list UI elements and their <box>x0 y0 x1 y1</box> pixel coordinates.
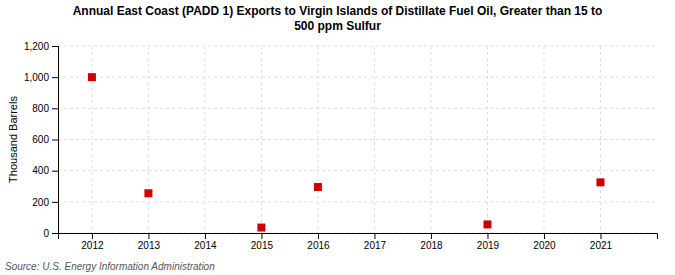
chart: 2012 2013 2014 2015 2016 2017 2018 2019 2020 2021… <box>0 0 675 275</box>
y-tick: 400 <box>32 165 58 176</box>
grid-line-y <box>58 108 657 109</box>
y-tick-mark <box>52 171 58 172</box>
x-tick-mark <box>431 233 432 239</box>
grid-line-y <box>58 201 657 202</box>
y-tick-mark <box>52 140 58 141</box>
x-tick-label: 2020 <box>533 240 556 251</box>
grid-line-x <box>317 46 318 233</box>
grid-line-x <box>204 46 205 233</box>
y-tick-mark <box>52 46 58 47</box>
point <box>314 183 322 191</box>
y-tick-mark <box>52 108 58 109</box>
grid-line-x <box>261 46 262 233</box>
x-tick: 2016 <box>307 233 330 251</box>
x-tick-label: 2016 <box>307 240 330 251</box>
y-tick-label: 1,200 <box>24 41 49 52</box>
x-axis-line <box>59 234 658 240</box>
y-tick: 600 <box>32 134 58 145</box>
y-tick: 0 <box>43 228 58 239</box>
y-tick-label: 400 <box>32 165 49 176</box>
x-tick: 2012 <box>81 233 104 251</box>
x-tick-label: 2014 <box>194 240 217 251</box>
x-tick-label: 2015 <box>251 240 274 251</box>
title: Annual East Coast (PADD 1) Exports to Vi… <box>73 4 603 33</box>
x-tick-mark <box>600 233 601 239</box>
x-tick: 2013 <box>138 233 161 251</box>
y-tick-label: 200 <box>32 197 49 208</box>
grid-line-x <box>430 46 431 233</box>
x-tick-mark <box>261 233 262 239</box>
x-tick: 2018 <box>420 233 443 251</box>
y-tick: 1,200 <box>24 41 58 52</box>
x-tick-label: 2017 <box>364 240 387 251</box>
grid-line-x <box>543 46 544 233</box>
y-tick: 1,000 <box>24 72 58 83</box>
point <box>88 73 96 81</box>
grid-line-x <box>487 46 488 233</box>
grid-line-x <box>148 46 149 233</box>
y-axis: 0 200 400 600 800 1,000 1,200 <box>24 41 59 239</box>
grid-line-y <box>58 170 657 171</box>
x-tick-label: 2021 <box>590 240 613 251</box>
x-tick: 2015 <box>251 233 274 251</box>
x-tick: 2014 <box>194 233 217 251</box>
y-tick-mark <box>52 233 58 234</box>
y-tick-label: 1,000 <box>24 72 49 83</box>
x-tick-mark <box>374 233 375 239</box>
y-tick: 800 <box>32 103 58 114</box>
grid-line-x <box>600 46 601 233</box>
y-tick-label: 0 <box>43 228 49 239</box>
x-axis: 2012 2013 2014 2015 2016 2017 2018 2019 2020 2021 <box>59 233 658 251</box>
x-tick-mark <box>318 233 319 239</box>
grid-line-x <box>374 46 375 233</box>
x-tick-label: 2012 <box>81 240 104 251</box>
y-tick-label: 800 <box>32 103 49 114</box>
x-tick: 2021 <box>590 233 613 251</box>
x-tick: 2019 <box>477 233 500 251</box>
y-axis-title: Thousand Barrels <box>7 96 19 183</box>
x-tick-label: 2019 <box>477 240 500 251</box>
point <box>144 189 152 197</box>
x-tick-mark <box>487 233 488 239</box>
point <box>483 220 491 228</box>
y-tick-mark <box>52 77 58 78</box>
grid <box>58 46 657 233</box>
source: Source: U.S. Energy Information Administ… <box>5 261 215 272</box>
x-tick-mark <box>92 233 93 239</box>
x-tick: 2017 <box>364 233 387 251</box>
y-tick-label: 600 <box>32 134 49 145</box>
y-axis-line <box>52 47 59 234</box>
y-tick: 200 <box>32 197 58 208</box>
grid-line-y <box>58 46 657 47</box>
x-tick-mark <box>205 233 206 239</box>
point <box>257 224 265 232</box>
points <box>88 73 605 231</box>
y-tick-mark <box>52 202 58 203</box>
plot: 2012 2013 2014 2015 2016 2017 2018 2019 2020 2021… <box>24 41 658 251</box>
x-tick-mark <box>544 233 545 239</box>
point <box>596 178 604 186</box>
x-tick-label: 2013 <box>138 240 161 251</box>
grid-line-y <box>58 77 657 78</box>
x-tick-mark <box>148 233 149 239</box>
grid-line-y <box>58 139 657 140</box>
x-tick-label: 2018 <box>420 240 443 251</box>
x-tick: 2020 <box>533 233 556 251</box>
